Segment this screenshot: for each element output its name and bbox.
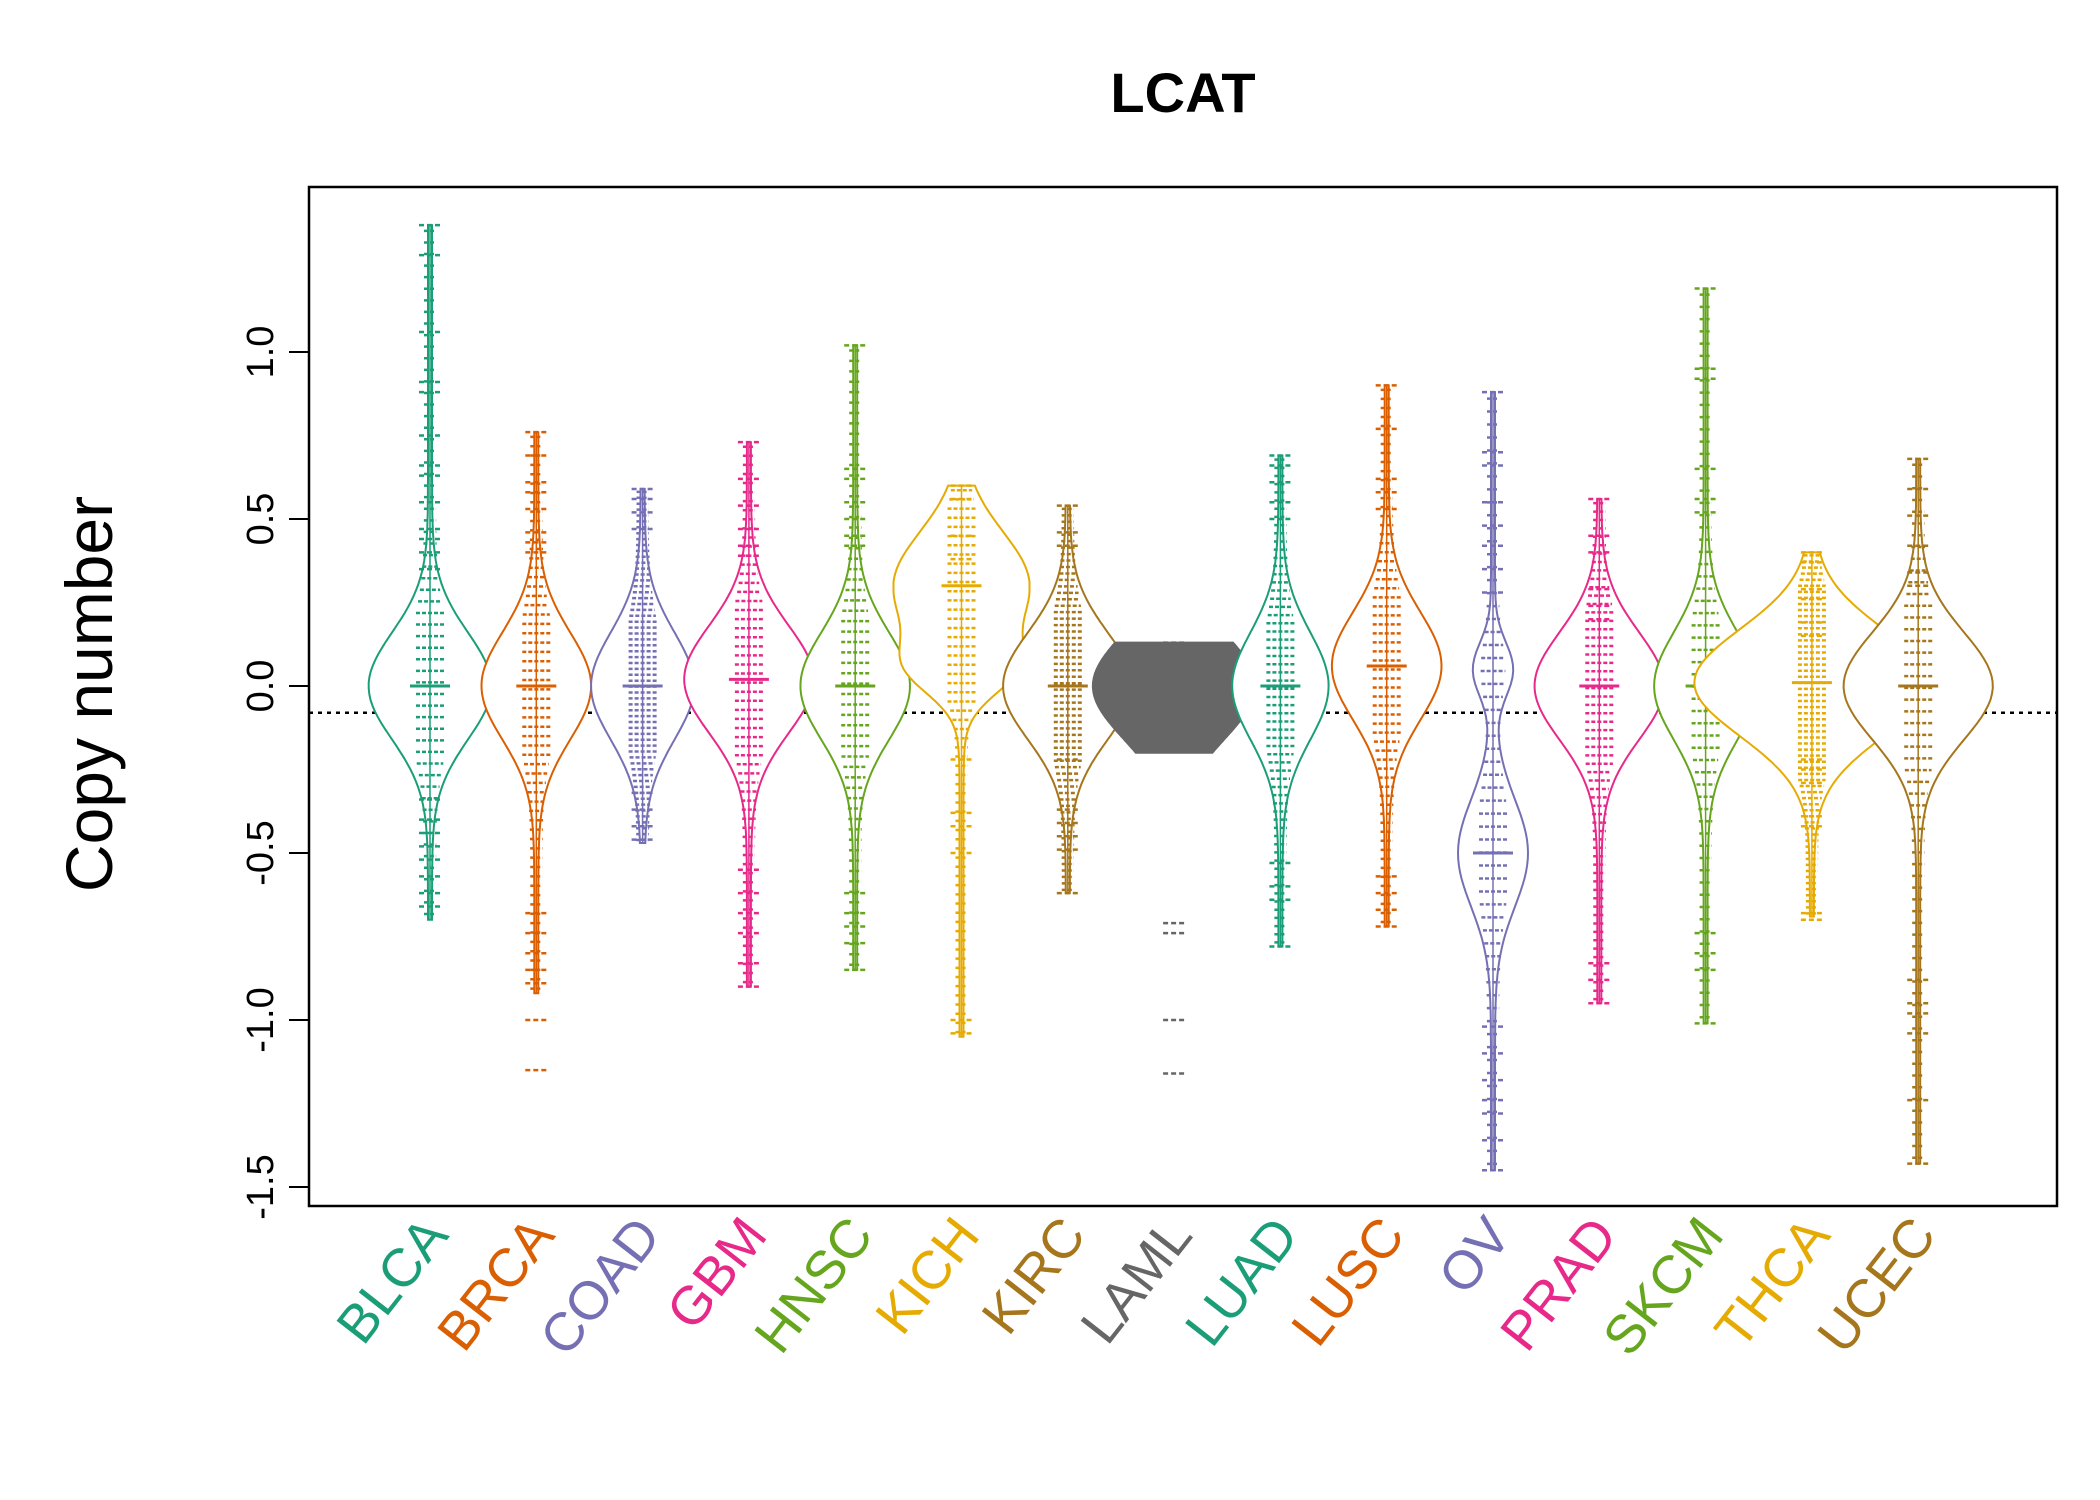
bean-prad — [1533, 497, 1665, 1005]
y-axis-label: Copy number — [52, 496, 126, 892]
bean-laml — [1091, 641, 1257, 1075]
y-tick-label: 1.0 — [240, 326, 282, 379]
y-tick-label: 0.0 — [240, 660, 282, 713]
chart-title: LCAT — [1110, 61, 1255, 124]
bean-ov — [1456, 390, 1530, 1172]
bean-luad — [1231, 454, 1330, 948]
bean-hnsc — [799, 344, 911, 972]
y-axis: -1.5 -1.0 -0.5 0.0 0.5 1.0 — [240, 326, 310, 1220]
bean-kirc — [1002, 504, 1134, 895]
y-tick-label: -0.5 — [240, 820, 282, 885]
y-tick-label: -1.0 — [240, 987, 282, 1052]
bean-gbm — [683, 440, 815, 988]
bean-brca — [480, 430, 593, 1072]
plot-frame — [307, 185, 2059, 1208]
bean-lusc — [1330, 384, 1443, 928]
bean-coad — [590, 487, 696, 844]
y-tick-label: -1.5 — [240, 1154, 282, 1219]
y-tick-label: 0.5 — [240, 493, 282, 546]
bean-ucec — [1842, 457, 1994, 1165]
bean-blca — [367, 223, 493, 921]
plot-area — [309, 223, 2057, 1172]
bean-kich — [892, 484, 1031, 1038]
bean-skcm — [1653, 287, 1759, 1025]
